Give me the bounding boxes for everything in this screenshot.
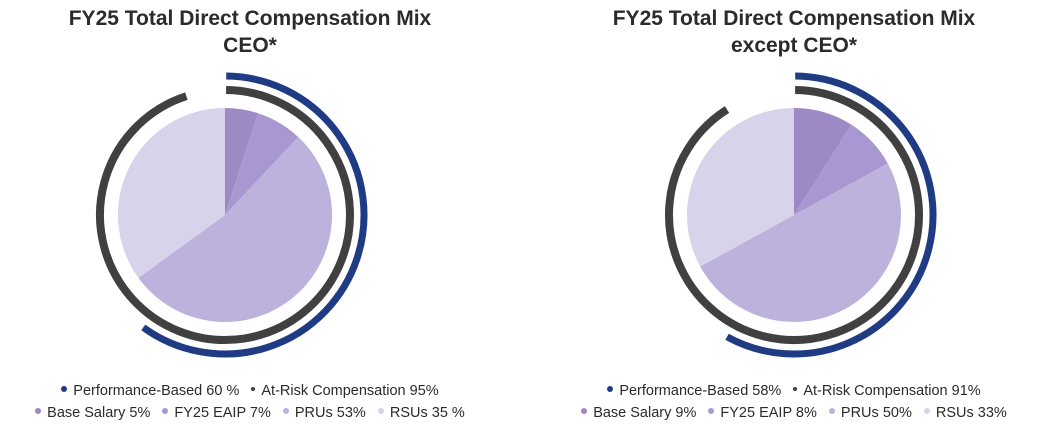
chart-subtitle: except CEO*	[730, 34, 858, 57]
legend-dot	[708, 408, 715, 415]
legend-value: 60 %	[206, 383, 240, 399]
legend-value: 8%	[795, 405, 817, 421]
ring-arc-performance-based	[141, 72, 368, 358]
legend-dot	[377, 408, 384, 415]
legend-value: 50%	[882, 405, 912, 421]
legend-item-base-salary: Base Salary 5%	[35, 405, 150, 421]
legend-row-rings: Performance-Based 58% At-Risk Compensati…	[544, 383, 1044, 399]
legend-label: PRUs	[840, 405, 879, 421]
legend-value: 5%	[129, 405, 151, 421]
legend-dot	[793, 387, 798, 392]
legend-label: Performance-Based	[73, 383, 203, 399]
legend-label: RSUs	[935, 405, 974, 421]
legend-label: FY25 EAIP	[720, 405, 792, 421]
legend-value: 9%	[675, 405, 697, 421]
legend-value: 95%	[409, 383, 439, 399]
legend-item-fy25-eaip: FY25 EAIP 8%	[708, 405, 817, 421]
legend-value: 7%	[249, 405, 271, 421]
legend-label: At-Risk Compensation	[261, 383, 406, 399]
legend-dot	[923, 408, 930, 415]
legend-item-performance-based: Performance-Based 60 %	[61, 383, 239, 399]
ring-arc-performance-based	[725, 72, 937, 358]
legend-dot	[162, 408, 169, 415]
pie-slice-prus	[138, 137, 332, 322]
legend-row-slices: Base Salary 9% FY25 EAIP 8% PRUs 50% RSU…	[544, 405, 1044, 421]
pie-slice-fy25-eaip	[225, 113, 299, 215]
chart-title: FY25 Total Direct Compensation Mix	[68, 7, 432, 30]
legend-value: 91%	[951, 383, 981, 399]
legend-label: Performance-Based	[619, 383, 749, 399]
legend-label: At-Risk Compensation	[803, 383, 948, 399]
ring-arc-at-risk	[665, 86, 923, 344]
legend-value: 53%	[336, 405, 366, 421]
legend-label: Base Salary	[593, 405, 672, 421]
legend-row-rings: Performance-Based 60 % At-Risk Compensat…	[0, 383, 500, 399]
pie-slice-rsus	[118, 108, 225, 278]
pie-slice-prus	[700, 163, 901, 322]
chart-subtitle: CEO*	[223, 34, 277, 57]
legend-value: 35 %	[431, 405, 465, 421]
pie-slice-rsus	[687, 108, 794, 267]
legend-dot	[607, 386, 614, 393]
legend-dot	[581, 408, 588, 415]
legend-item-prus: PRUs 50%	[828, 405, 912, 421]
legend-value: 58%	[752, 383, 782, 399]
legend-dot	[35, 408, 42, 415]
legend-item-performance-based: Performance-Based 58%	[607, 383, 781, 399]
pie-chart-except-ceo	[665, 72, 937, 358]
legend-dot	[251, 387, 256, 392]
ring-arc-at-risk	[96, 86, 354, 344]
pie-slice-fy25-eaip	[794, 124, 888, 215]
chart-panel-ceo: FY25 Total Direct Compensation Mix CEO* …	[0, 0, 500, 442]
chart-panel-except-ceo: FY25 Total Direct Compensation Mix excep…	[544, 0, 1044, 442]
legend-label: RSUs	[389, 405, 428, 421]
chart-title: FY25 Total Direct Compensation Mix	[612, 7, 976, 30]
legend-dot	[61, 386, 68, 393]
legend-item-base-salary: Base Salary 9%	[581, 405, 696, 421]
pie-chart-ceo	[96, 72, 368, 358]
pie-slice-base-salary	[794, 108, 852, 215]
legend-item-at-risk: At-Risk Compensation 95%	[251, 383, 439, 399]
legend-item-at-risk: At-Risk Compensation 91%	[793, 383, 981, 399]
legend-dot	[828, 408, 835, 415]
legend-label: FY25 EAIP	[174, 405, 246, 421]
legend-value: 33%	[977, 405, 1007, 421]
legend-item-rsus: RSUs 35 %	[377, 405, 465, 421]
legend-item-fy25-eaip: FY25 EAIP 7%	[162, 405, 271, 421]
legend-row-slices: Base Salary 5% FY25 EAIP 7% PRUs 53% RSU…	[0, 405, 500, 421]
legend-item-rsus: RSUs 33%	[923, 405, 1007, 421]
legend-label: PRUs	[294, 405, 333, 421]
legend-item-prus: PRUs 53%	[282, 405, 366, 421]
legend-dot	[282, 408, 289, 415]
legend-label: Base Salary	[47, 405, 126, 421]
pie-slice-base-salary	[225, 108, 259, 215]
